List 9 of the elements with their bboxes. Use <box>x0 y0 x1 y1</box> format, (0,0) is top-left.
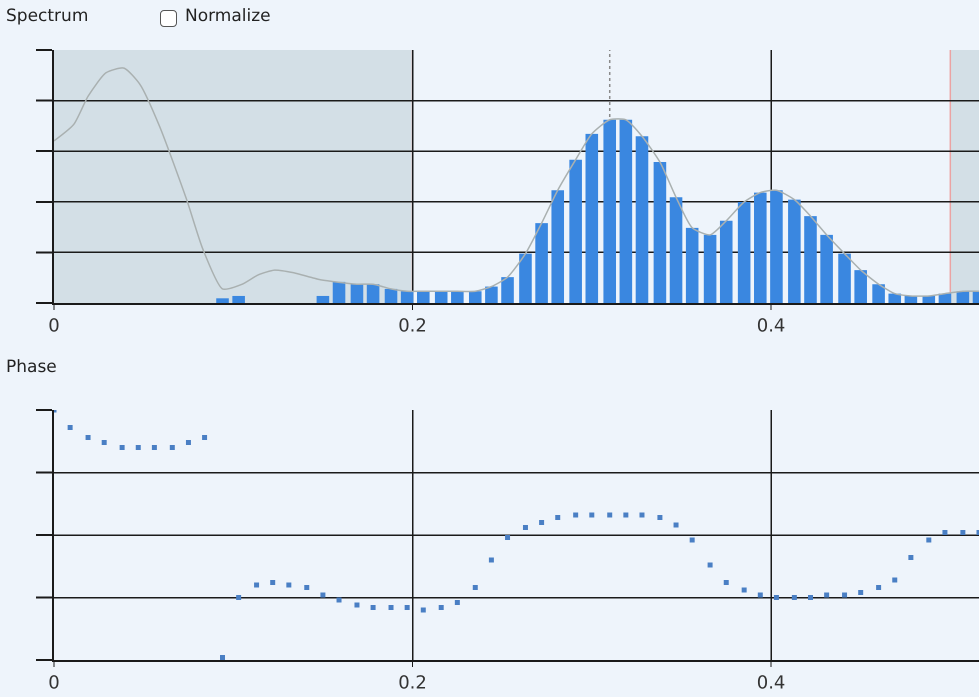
x-tick-label: 0 <box>48 672 60 694</box>
chart-title: Phase <box>6 357 57 377</box>
x-tick-label: 0.4 <box>756 672 786 694</box>
text: Normalize <box>185 6 271 26</box>
x-tick-label: 0 <box>48 316 60 337</box>
x-tick-label: 0.2 <box>398 316 427 337</box>
chart-title: Spectrum <box>6 6 88 26</box>
x-tick-label: 0.2 <box>398 672 427 694</box>
x-tick-label: 0.4 <box>756 316 786 337</box>
